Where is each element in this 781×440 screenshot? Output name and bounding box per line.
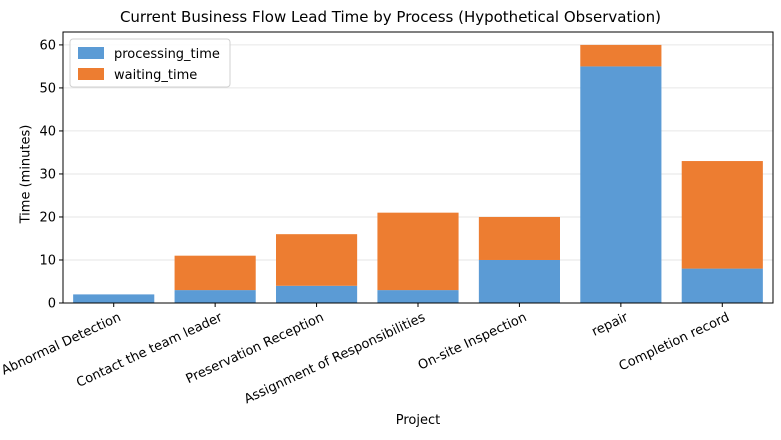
bar-processing-time bbox=[73, 294, 155, 303]
chart-title: Current Business Flow Lead Time by Proce… bbox=[119, 8, 662, 26]
y-tick-label: 50 bbox=[39, 81, 56, 96]
bar-waiting-time bbox=[174, 255, 256, 291]
bar-waiting-time bbox=[377, 212, 459, 291]
y-tick-label: 30 bbox=[39, 167, 56, 182]
bar-processing-time bbox=[276, 285, 358, 303]
bar-processing-time bbox=[681, 268, 763, 303]
plot-frame bbox=[62, 31, 774, 304]
bar-processing-time bbox=[377, 290, 459, 303]
x-tick-label: repair bbox=[590, 310, 632, 340]
y-tick-label: 40 bbox=[39, 124, 56, 139]
legend-label: waiting_time bbox=[114, 68, 197, 83]
bar-waiting-time bbox=[681, 161, 763, 269]
bar-waiting-time bbox=[478, 216, 560, 260]
bar-waiting-time bbox=[580, 44, 662, 67]
bar-processing-time bbox=[174, 290, 256, 303]
legend-box bbox=[69, 38, 231, 88]
legend-swatch bbox=[78, 47, 104, 59]
y-axis-label: Time (minutes) bbox=[18, 124, 34, 224]
x-axis-label: Project bbox=[395, 413, 441, 428]
bar-processing-time bbox=[478, 259, 560, 303]
y-tick-label: 60 bbox=[39, 38, 56, 53]
x-tick-label: Completion record bbox=[617, 310, 732, 374]
legend-swatch bbox=[78, 68, 104, 80]
bar-waiting-time bbox=[276, 234, 358, 286]
legend-label: processing_time bbox=[114, 47, 220, 62]
bar-processing-time bbox=[580, 66, 662, 304]
x-tick-label: Assignment of Responsibilities bbox=[242, 310, 428, 407]
x-tick-label: On-site Inspection bbox=[416, 310, 529, 373]
y-tick-label: 10 bbox=[39, 253, 56, 268]
y-tick-label: 0 bbox=[48, 297, 56, 312]
y-tick-label: 20 bbox=[39, 210, 56, 225]
